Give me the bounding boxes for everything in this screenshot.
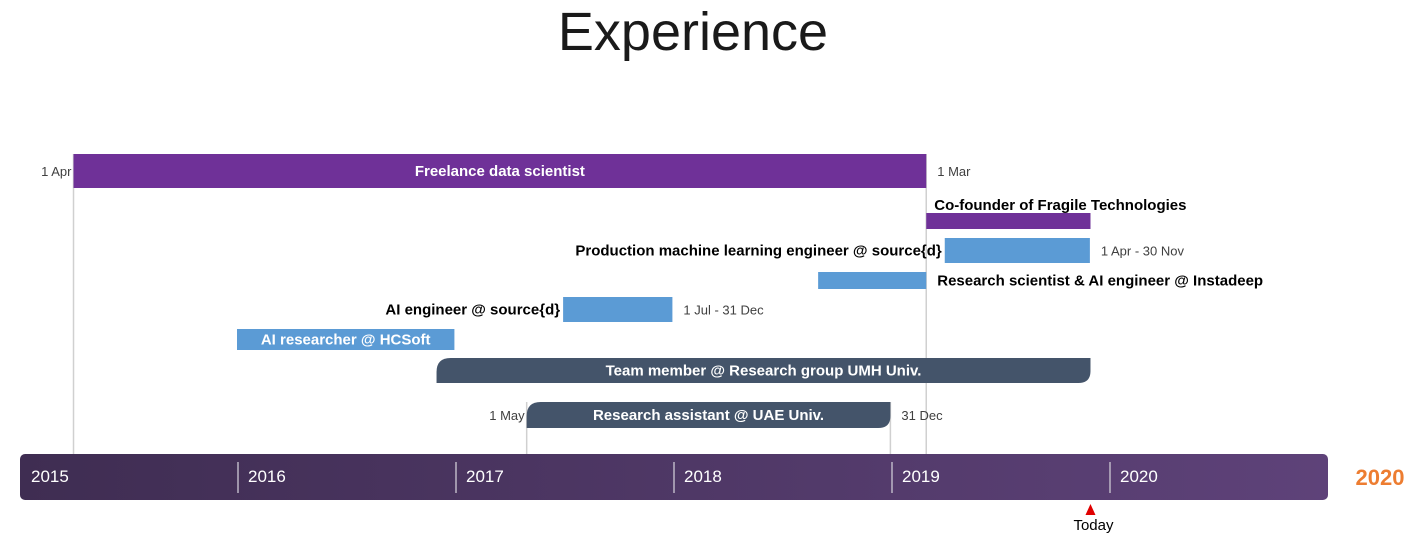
task-start-date: 1 Apr — [41, 164, 72, 179]
task-end-date: 31 Dec — [901, 408, 943, 423]
task-bar — [563, 297, 673, 322]
task-bar — [944, 238, 1090, 263]
today-label: Today — [1073, 517, 1114, 534]
task-label: Research assistant @ UAE Univ. — [593, 407, 824, 424]
task-bar — [926, 213, 1091, 229]
task-bar — [818, 272, 927, 289]
task-date-range: 1 Apr - 30 Nov — [1101, 244, 1185, 259]
axis-year-label: 2019 — [902, 467, 940, 486]
chart-title: Experience — [558, 2, 828, 62]
axis-year-label: 2016 — [248, 467, 286, 486]
task-bar — [526, 402, 891, 428]
task-end-date: 1 Mar — [937, 164, 971, 179]
task-label: Research scientist & AI engineer @ Insta… — [937, 273, 1263, 290]
axis-year-label: 2015 — [31, 467, 69, 486]
task-start-date: 1 May — [489, 408, 525, 423]
task-label: Co-founder of Fragile Technologies — [934, 197, 1186, 214]
year-axis: 2015 2016 2017 2018 2019 2020 2020 Today — [20, 454, 1404, 534]
task-label: AI researcher @ HCSoft — [261, 332, 431, 349]
axis-year-label: 2018 — [684, 467, 722, 486]
axis-year-label: 2020 — [1120, 467, 1158, 486]
axis-end-year-label: 2020 — [1356, 465, 1405, 490]
axis-year-label: 2017 — [466, 467, 504, 486]
task-label: AI engineer @ source{d} — [385, 302, 560, 319]
task-bar — [237, 329, 455, 350]
task-label: Freelance data scientist — [415, 163, 585, 180]
task-date-range: 1 Jul - 31 Dec — [683, 303, 764, 318]
task-bar — [436, 358, 1091, 383]
task-bars: Freelance data scientist 1 Apr 1 Mar Co-fou… — [41, 154, 1263, 428]
task-bar — [73, 154, 927, 188]
today-marker — [1085, 504, 1096, 515]
task-label: Team member @ Research group UMH Univ. — [606, 363, 922, 380]
task-label: Production machine learning engineer @ s… — [575, 243, 942, 260]
